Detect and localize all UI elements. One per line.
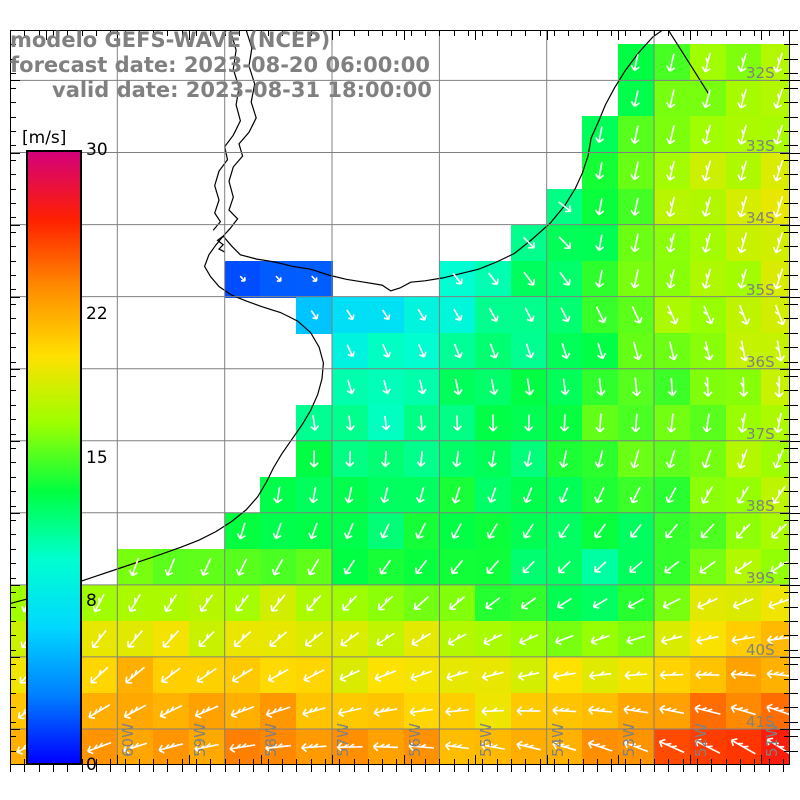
colorbar-tick-22: 22 (86, 304, 108, 324)
graticule-grid (10, 30, 790, 765)
colorbar (26, 150, 82, 765)
lat-label-35s: 35S (746, 280, 775, 299)
wind-vector-arrows (16, 52, 790, 755)
lat-label-32s: 32S (746, 64, 775, 83)
lon-label-58w: 58W (262, 723, 281, 757)
lon-label-55w: 55W (477, 723, 496, 757)
lon-label-56w: 56W (405, 723, 424, 757)
lon-label-60w: 60W (119, 723, 138, 757)
lat-label-33s: 33S (746, 136, 775, 155)
lat-label-40s: 40S (746, 640, 775, 659)
colorbar-unit-label: [m/s] (22, 128, 67, 148)
colorbar-gradient (26, 150, 82, 765)
lat-label-39s: 39S (746, 568, 775, 587)
lon-label-52w: 52W (691, 723, 710, 757)
lon-label-59w: 59W (190, 723, 209, 757)
lon-label-53w: 53W (620, 723, 639, 757)
lon-label-54w: 54W (548, 723, 567, 757)
lon-label-51w: 51W (763, 723, 782, 757)
lon-label-57w: 57W (334, 723, 353, 757)
lat-label-41s: 41S (746, 712, 775, 731)
lat-label-37s: 37S (746, 424, 775, 443)
lat-label-38s: 38S (746, 496, 775, 515)
colorbar-tick-30: 30 (86, 140, 108, 160)
lat-label-34s: 34S (746, 208, 775, 227)
colorbar-tick-8: 8 (86, 591, 97, 611)
lat-label-36s: 36S (746, 352, 775, 371)
colorbar-tick-0: 0 (86, 755, 97, 775)
colorbar-tick-15: 15 (86, 447, 108, 468)
map-plot-area (10, 30, 790, 765)
